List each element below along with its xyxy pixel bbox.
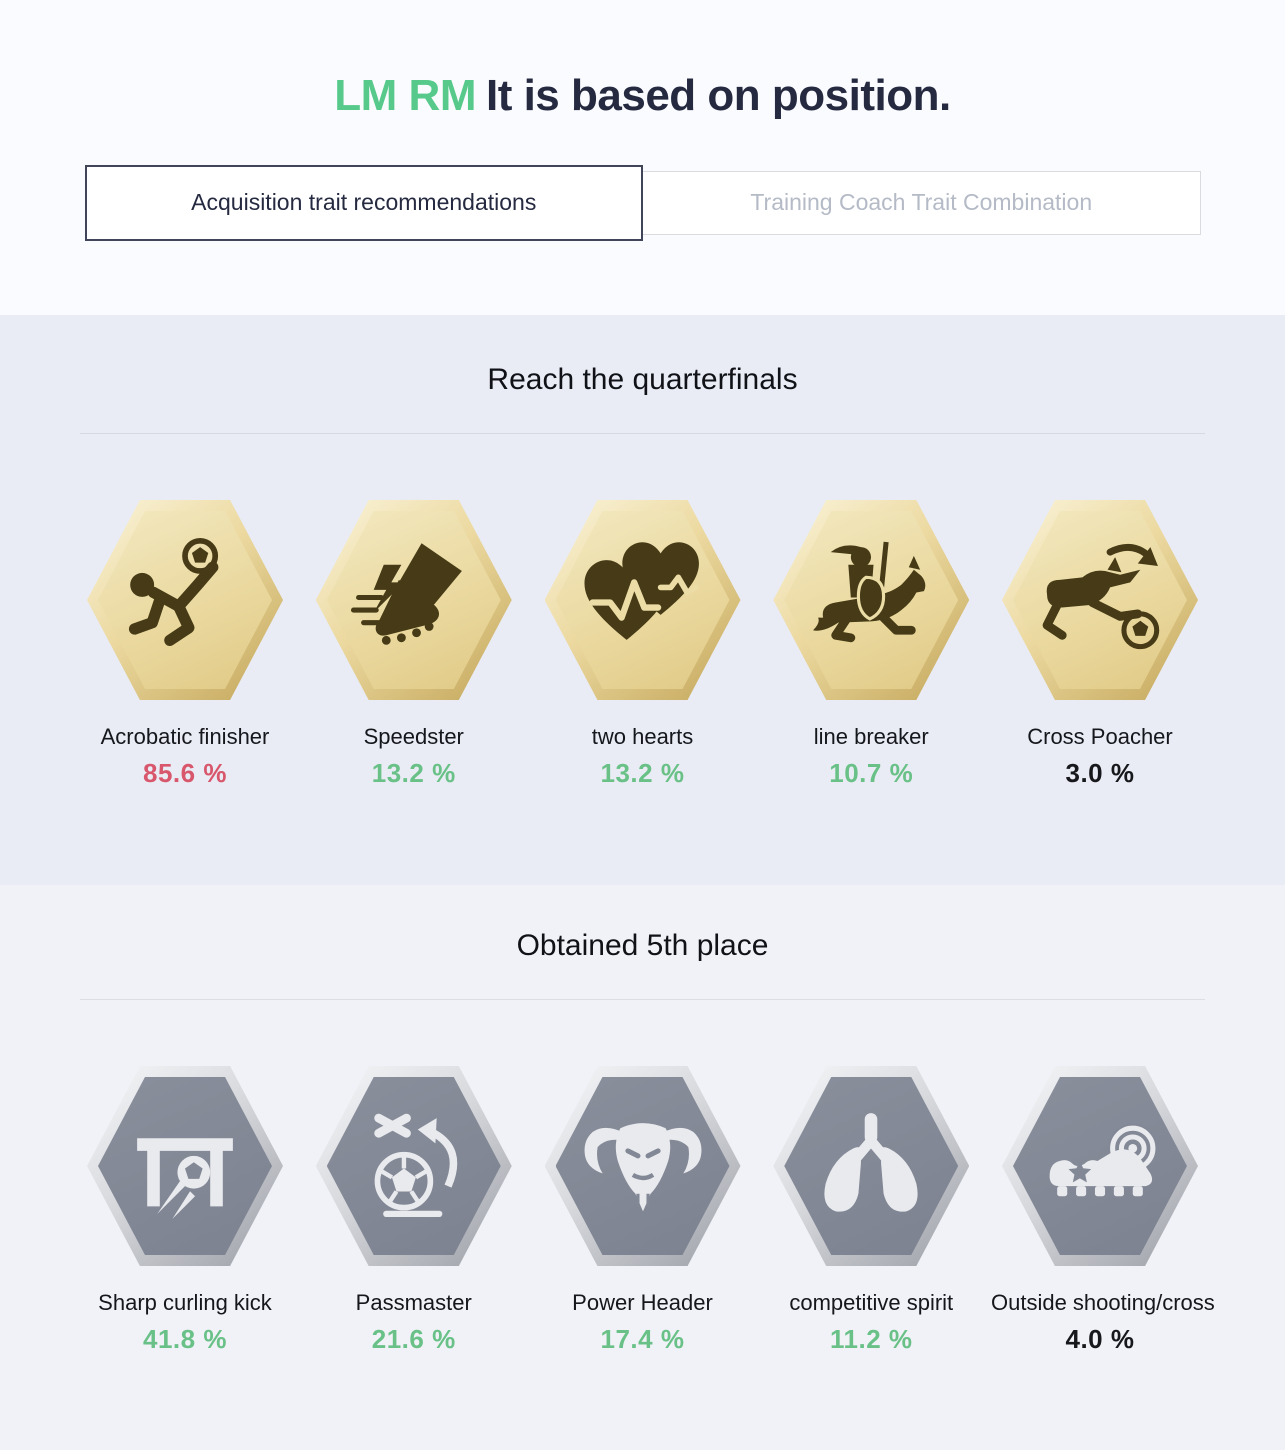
badge-hexagon (87, 1066, 283, 1266)
speedster-icon (351, 537, 477, 663)
badge-percentage: 13.2 % (600, 758, 685, 789)
tab-bar: Acquisition trait recommendations Traini… (84, 164, 1201, 241)
badge-two-hearts: two hearts 13.2 % (534, 500, 752, 789)
section-reach-the-quarterfinals: Reach the quarterfinals Acrobatic finish… (0, 315, 1285, 885)
sharp-curling-kick-icon (122, 1103, 248, 1229)
badge-label: Outside shooting/cross (991, 1290, 1215, 1315)
divider (80, 433, 1205, 434)
page-title-text: It is based on position. (485, 71, 951, 120)
badge-acrobatic-finisher: Acrobatic finisher 85.6 % (76, 500, 294, 789)
tab-acquisition-trait-recommendations[interactable]: Acquisition trait recommendations (84, 164, 643, 241)
badge-line-breaker: line breaker 10.7 % (762, 500, 980, 789)
tab-label: Acquisition trait recommendations (191, 189, 537, 216)
badge-percentage: 13.2 % (371, 758, 456, 789)
badge-hexagon (773, 1066, 970, 1266)
badge-hexagon (315, 1066, 512, 1266)
badge-percentage: 10.7 % (829, 758, 914, 789)
badge-hexagon (315, 500, 512, 700)
section-heading: Reach the quarterfinals (487, 363, 798, 396)
badge-sharp-curling-kick: Sharp curling kick 41.8 % (76, 1066, 294, 1355)
badge-percentage: 3.0 % (1065, 758, 1135, 789)
badge-speedster: Speedster 13.2 % (305, 500, 523, 789)
position-highlight: LM RM (334, 71, 476, 120)
badge-percentage: 11.2 % (829, 1324, 913, 1355)
passmaster-icon (351, 1103, 477, 1229)
badge-hexagon (1002, 500, 1198, 700)
badge-label: line breaker (813, 724, 929, 749)
badge-label: Cross Poacher (1027, 724, 1173, 749)
badge-label: two hearts (591, 724, 694, 749)
badges-row: Acrobatic finisher 85.6 % Speedster 13.2… (76, 500, 1209, 789)
cross-poacher-icon (1037, 537, 1163, 663)
tab-training-coach-trait-combination[interactable]: Training Coach Trait Combination (642, 170, 1201, 235)
section-heading: Obtained 5th place (516, 929, 769, 962)
outside-shooting-cross-icon (1037, 1103, 1163, 1229)
badge-passmaster: Passmaster 21.6 % (305, 1066, 523, 1355)
line-breaker-icon (808, 537, 934, 663)
badge-label: Power Header (572, 1290, 713, 1315)
page-title: LM RM It is based on position. (0, 70, 1285, 123)
badge-percentage: 17.4 % (600, 1324, 685, 1355)
badge-hexagon (1002, 1066, 1198, 1266)
badge-hexagon (544, 500, 741, 700)
badge-label: Acrobatic finisher (100, 724, 270, 749)
badge-hexagon (87, 500, 283, 700)
acrobatic-finisher-icon (122, 537, 248, 663)
badge-label: Sharp curling kick (98, 1290, 272, 1315)
badge-outside-shooting-cross: Outside shooting/cross 4.0 % (991, 1066, 1215, 1355)
badge-label: competitive spirit (789, 1290, 954, 1315)
competitive-spirit-icon (808, 1103, 934, 1229)
badge-percentage: 41.8 % (143, 1324, 227, 1355)
two-hearts-icon (580, 537, 706, 663)
badge-hexagon (773, 500, 970, 700)
badge-percentage: 21.6 % (371, 1324, 456, 1355)
badge-label: Passmaster (355, 1290, 472, 1315)
divider (80, 999, 1205, 1000)
badge-percentage: 4.0 % (1065, 1324, 1135, 1355)
badge-label: Speedster (363, 724, 464, 749)
badge-percentage: 85.6 % (143, 758, 227, 789)
badges-row: Sharp curling kick 41.8 % Passmaster 21.… (76, 1066, 1215, 1355)
badge-power-header: Power Header 17.4 % (534, 1066, 752, 1355)
power-header-icon (580, 1103, 706, 1229)
badge-hexagon (544, 1066, 741, 1266)
badge-competitive-spirit: competitive spirit 11.2 % (762, 1066, 980, 1355)
tab-label: Training Coach Trait Combination (750, 189, 1093, 216)
page-header: LM RM It is based on position. Acquisitio… (0, 0, 1285, 315)
badge-cross-poacher: Cross Poacher 3.0 % (991, 500, 1209, 789)
section-obtained-5th-place: Obtained 5th place Sharp curling kick 41… (0, 885, 1285, 1450)
